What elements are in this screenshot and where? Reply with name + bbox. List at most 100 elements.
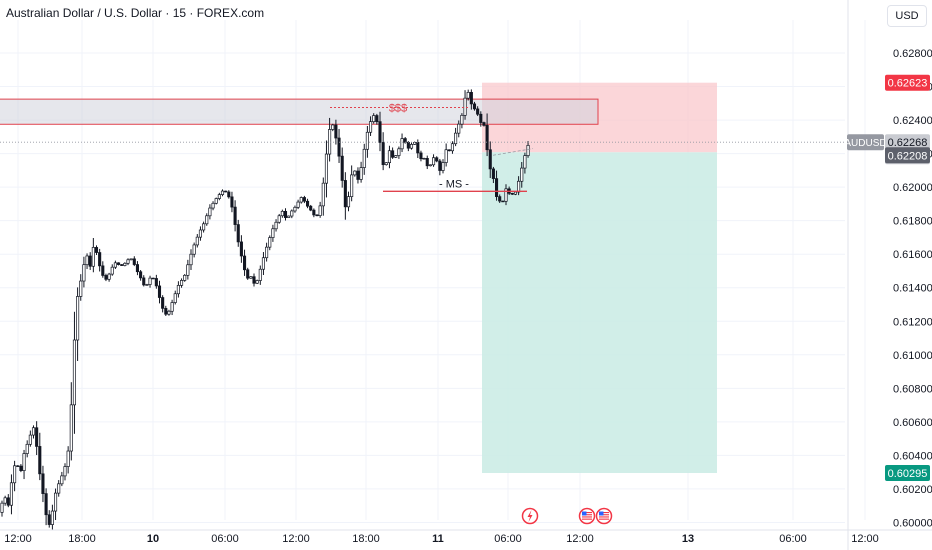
candle-body: [472, 103, 477, 110]
candle-body: [485, 125, 489, 151]
candle-body: [170, 302, 174, 312]
candle-body: [98, 252, 102, 267]
candle-body: [365, 131, 369, 150]
currency-button[interactable]: USD: [887, 5, 927, 27]
candle: [3, 495, 7, 506]
candle-body: [176, 285, 180, 295]
candle: [211, 201, 215, 211]
time-axis[interactable]: 12:00 18:00 10 06:00 12:00 18:00 11 06:00 12:00 1…: [0, 529, 932, 545]
candle: [283, 208, 288, 221]
candle-body: [91, 247, 95, 267]
candle: [265, 242, 269, 262]
candle: [378, 111, 382, 152]
candle: [0, 500, 4, 517]
flag-canton: [582, 511, 587, 516]
candle: [126, 258, 130, 266]
candle: [369, 116, 373, 136]
candle-body: [495, 178, 499, 197]
candle-body: [217, 194, 221, 199]
candle: [485, 113, 489, 157]
entry-price-label: 0.62208: [885, 147, 930, 164]
candle: [321, 177, 325, 216]
candle: [16, 465, 20, 467]
candle-body: [469, 92, 473, 105]
candle: [224, 190, 228, 193]
candle-body: [296, 201, 300, 208]
candle-body: [243, 255, 247, 271]
candle: [243, 249, 247, 276]
candle: [85, 253, 89, 270]
candle-body: [265, 246, 269, 259]
lightning-event-icon: [521, 507, 539, 525]
candle-body: [6, 497, 10, 506]
candle: [9, 474, 14, 515]
candle-body: [66, 450, 70, 467]
candle: [217, 192, 221, 201]
y-tick-label: 0.60600: [893, 417, 932, 429]
candle: [454, 127, 458, 147]
candle-body: [9, 482, 14, 506]
x-tick-label: 06:00: [779, 533, 807, 545]
candle: [391, 147, 395, 159]
candle: [161, 295, 165, 313]
symbol-price-label: AUDUSD: [844, 134, 887, 151]
x-tick-label: 18:00: [68, 533, 96, 545]
candle: [441, 159, 445, 174]
candle-body: [350, 174, 354, 197]
candle: [142, 275, 146, 287]
candle-body: [337, 137, 341, 157]
candle: [198, 226, 203, 241]
candle-body: [287, 215, 291, 218]
candle-body: [517, 180, 521, 193]
candle-body: [268, 237, 272, 248]
x-tick-label: 06:00: [494, 533, 522, 545]
x-tick-label: 06:00: [211, 533, 239, 545]
candle-body: [252, 276, 256, 284]
candle-body: [41, 473, 45, 494]
candle-body: [416, 142, 420, 154]
candle-body: [16, 465, 20, 467]
candle-body: [498, 196, 502, 202]
candle: [488, 141, 492, 178]
y-tick-label: 0.60200: [893, 484, 932, 496]
flag-stripe: [599, 518, 609, 520]
candle-body: [246, 269, 250, 279]
candle-body: [510, 192, 514, 195]
y-tick-label: 0.60400: [893, 450, 932, 462]
candle-body: [400, 138, 404, 150]
candle-body: [113, 262, 117, 268]
candle-body: [375, 115, 379, 122]
candle: [444, 143, 448, 167]
candle: [255, 279, 259, 285]
candle: [501, 200, 505, 203]
candle: [479, 111, 483, 127]
candle: [252, 273, 256, 287]
candle: [306, 198, 310, 209]
candle: [154, 274, 158, 289]
candle-body: [31, 427, 36, 436]
candle-body: [151, 277, 155, 280]
candle: [359, 161, 363, 183]
candle-body: [202, 223, 206, 231]
candle-body: [164, 308, 168, 315]
candle-body: [463, 97, 467, 116]
candle-body: [82, 264, 86, 282]
candle-body: [50, 510, 54, 525]
stop-price-label: 0.62623: [885, 74, 930, 91]
flag-stripe: [582, 514, 592, 516]
entry-price-label-text: 0.62208: [888, 150, 928, 162]
candle-body: [312, 209, 316, 216]
candle: [129, 258, 133, 261]
candle: [101, 261, 105, 278]
candle-body: [154, 278, 158, 287]
candle-body: [249, 276, 253, 279]
candle-body: [28, 434, 32, 445]
candle-body: [132, 258, 136, 265]
candle-body: [391, 150, 395, 158]
candle: [309, 204, 313, 212]
candle: [192, 242, 196, 258]
x-tick-label: 18:00: [352, 533, 380, 545]
event-icons[interactable]: [521, 507, 613, 525]
